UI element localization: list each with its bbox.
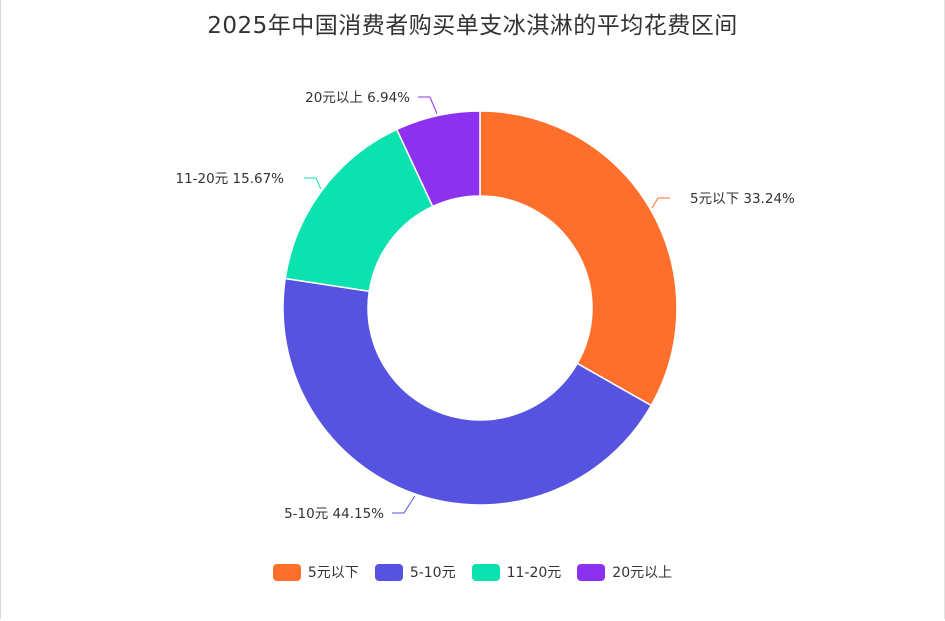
chart-legend: 5元以下 5-10元 11-20元 20元以上 [0, 562, 945, 582]
legend-item-0[interactable]: 5元以下 [272, 562, 359, 582]
legend-label: 5元以下 [307, 565, 359, 581]
chart-title: 2025年中国消费者购买单支冰淇淋的平均花费区间 [207, 13, 738, 39]
legend-item-1[interactable]: 5-10元 [374, 562, 456, 582]
leader-line-3 [418, 96, 438, 114]
slice-label-0: 5元以下 33.24% [690, 191, 795, 207]
leader-line-2 [304, 177, 322, 189]
legend-label: 11-20元 [506, 565, 562, 581]
legend-label: 20元以上 [612, 565, 673, 581]
slice-label-1: 5-10元 44.15% [284, 506, 384, 522]
donut-slice-3[interactable] [395, 110, 481, 208]
slice-label-2: 11-20元 15.67% [176, 171, 285, 187]
legend-item-3[interactable]: 20元以上 [577, 562, 672, 582]
slice-label-3: 20元以上 6.94% [305, 90, 410, 106]
legend-label: 5-10元 [409, 565, 456, 581]
leader-line-1 [392, 495, 416, 514]
legend-swatch [577, 563, 606, 581]
donut-slice-0[interactable] [479, 110, 678, 407]
legend-swatch [374, 563, 403, 581]
leader-line-0 [651, 197, 670, 209]
donut-slice-1[interactable] [282, 277, 653, 506]
legend-swatch [471, 563, 500, 581]
legend-item-2[interactable]: 11-20元 [471, 562, 562, 582]
legend-swatch [272, 563, 301, 581]
